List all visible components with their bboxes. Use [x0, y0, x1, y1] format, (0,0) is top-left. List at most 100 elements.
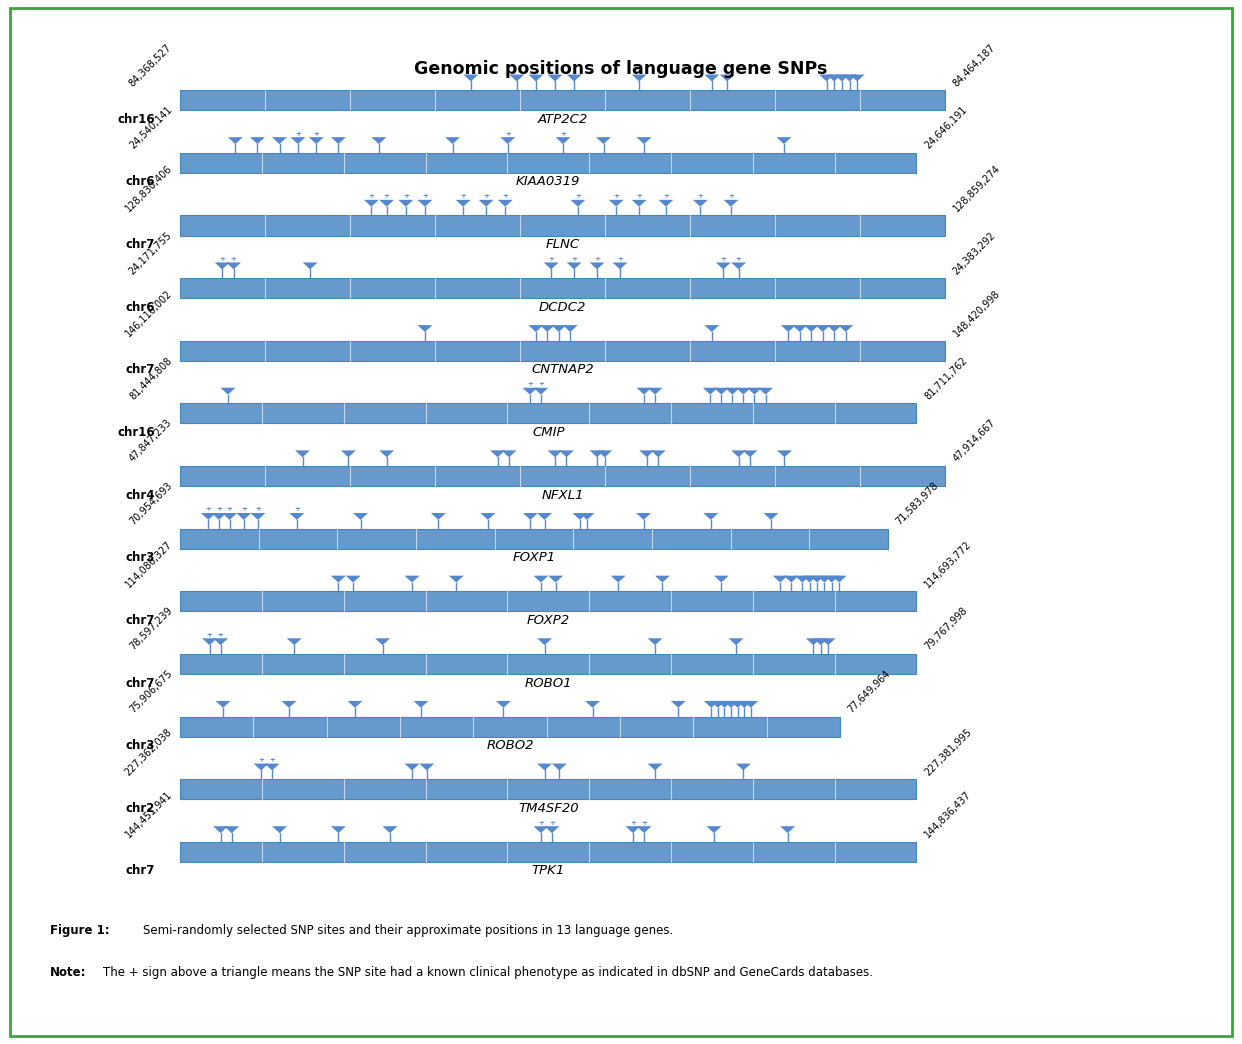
- Polygon shape: [636, 513, 651, 520]
- Polygon shape: [309, 137, 324, 144]
- Text: TM4SF20: TM4SF20: [518, 802, 579, 814]
- Text: +: +: [728, 193, 734, 199]
- Polygon shape: [345, 575, 360, 583]
- Polygon shape: [478, 199, 493, 207]
- Bar: [180, 466, 945, 487]
- Polygon shape: [590, 450, 605, 457]
- Text: FOXP1: FOXP1: [513, 551, 555, 564]
- Polygon shape: [724, 701, 739, 708]
- Bar: [180, 716, 840, 737]
- Polygon shape: [523, 387, 538, 395]
- Polygon shape: [330, 826, 345, 833]
- Polygon shape: [671, 701, 686, 708]
- Text: 128,859,274: 128,859,274: [951, 163, 1002, 214]
- Text: Figure 1:: Figure 1:: [50, 924, 109, 936]
- Polygon shape: [528, 74, 543, 81]
- Polygon shape: [501, 137, 515, 144]
- Polygon shape: [537, 638, 551, 645]
- Text: +: +: [402, 193, 409, 199]
- Text: FOXP2: FOXP2: [527, 614, 570, 626]
- Text: +: +: [313, 130, 319, 137]
- Polygon shape: [827, 74, 842, 81]
- Text: chr7: chr7: [125, 677, 155, 689]
- Polygon shape: [632, 199, 647, 207]
- Text: 47,914,667: 47,914,667: [951, 418, 997, 465]
- Text: +: +: [504, 130, 510, 137]
- Polygon shape: [810, 575, 825, 583]
- Polygon shape: [744, 701, 759, 708]
- Polygon shape: [566, 262, 581, 269]
- Text: 81,444,808: 81,444,808: [128, 355, 174, 402]
- Text: +: +: [549, 820, 555, 826]
- Polygon shape: [710, 701, 725, 708]
- Text: +: +: [205, 506, 211, 513]
- Text: +: +: [636, 193, 642, 199]
- Polygon shape: [548, 450, 563, 457]
- Polygon shape: [303, 262, 318, 269]
- Text: 114,693,772: 114,693,772: [923, 539, 974, 590]
- Polygon shape: [647, 763, 662, 770]
- Polygon shape: [781, 325, 796, 332]
- Text: +: +: [241, 506, 247, 513]
- Polygon shape: [353, 513, 368, 520]
- Text: 81,711,762: 81,711,762: [923, 355, 969, 402]
- Polygon shape: [417, 325, 432, 332]
- Polygon shape: [431, 513, 446, 520]
- Polygon shape: [481, 513, 496, 520]
- Polygon shape: [827, 325, 842, 332]
- Polygon shape: [330, 575, 345, 583]
- Polygon shape: [626, 826, 641, 833]
- Polygon shape: [640, 450, 655, 457]
- Bar: [180, 278, 945, 299]
- Text: +: +: [594, 256, 600, 262]
- Polygon shape: [717, 701, 732, 708]
- Polygon shape: [570, 199, 585, 207]
- Polygon shape: [743, 450, 758, 457]
- Polygon shape: [732, 262, 746, 269]
- Polygon shape: [758, 387, 773, 395]
- Text: +: +: [720, 256, 727, 262]
- Text: +: +: [538, 820, 544, 826]
- Polygon shape: [202, 638, 217, 645]
- Text: CNTNAP2: CNTNAP2: [532, 363, 594, 376]
- Polygon shape: [225, 826, 240, 833]
- Polygon shape: [792, 325, 807, 332]
- Polygon shape: [737, 701, 751, 708]
- Text: 84,464,187: 84,464,187: [951, 42, 997, 89]
- Polygon shape: [417, 199, 432, 207]
- Polygon shape: [612, 262, 627, 269]
- Text: +: +: [641, 820, 647, 826]
- Text: 144,451,941: 144,451,941: [123, 789, 174, 840]
- Polygon shape: [253, 763, 268, 770]
- Polygon shape: [703, 513, 718, 520]
- Polygon shape: [222, 513, 237, 520]
- Text: +: +: [735, 256, 741, 262]
- Bar: [180, 403, 917, 424]
- Text: 71,583,978: 71,583,978: [894, 480, 940, 527]
- Polygon shape: [379, 199, 394, 207]
- Polygon shape: [540, 325, 555, 332]
- Text: chr7: chr7: [125, 363, 155, 376]
- Polygon shape: [632, 74, 647, 81]
- Text: 128,830,406: 128,830,406: [123, 163, 174, 214]
- Text: NFXL1: NFXL1: [542, 489, 584, 501]
- Polygon shape: [597, 450, 612, 457]
- Polygon shape: [850, 74, 864, 81]
- Text: 114,086,327: 114,086,327: [123, 539, 174, 590]
- Polygon shape: [764, 513, 779, 520]
- Text: +: +: [231, 256, 236, 262]
- Polygon shape: [272, 826, 287, 833]
- Polygon shape: [737, 763, 751, 770]
- Bar: [180, 591, 917, 612]
- Text: +: +: [255, 506, 261, 513]
- Text: 77,649,964: 77,649,964: [846, 668, 893, 715]
- Polygon shape: [405, 575, 420, 583]
- Text: chr7: chr7: [125, 238, 155, 251]
- Polygon shape: [776, 137, 791, 144]
- Polygon shape: [590, 262, 605, 269]
- Polygon shape: [445, 137, 460, 144]
- Polygon shape: [375, 638, 390, 645]
- Text: 84,368,527: 84,368,527: [128, 42, 174, 89]
- Text: Note:: Note:: [50, 966, 86, 978]
- Polygon shape: [265, 763, 279, 770]
